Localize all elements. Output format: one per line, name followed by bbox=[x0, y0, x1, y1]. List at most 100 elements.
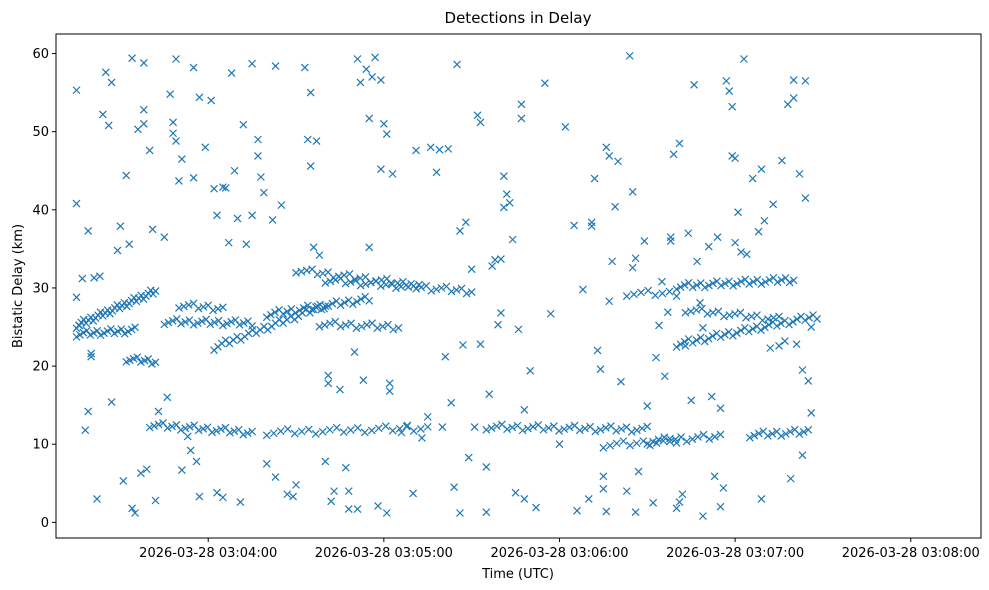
data-point bbox=[692, 336, 701, 345]
data-point bbox=[769, 200, 778, 209]
data-point bbox=[388, 426, 397, 435]
data-point bbox=[306, 162, 315, 170]
data-point bbox=[716, 333, 725, 342]
data-point bbox=[444, 144, 453, 153]
data-point bbox=[573, 506, 581, 515]
data-point bbox=[494, 320, 502, 329]
data-point bbox=[676, 340, 685, 349]
data-point bbox=[409, 427, 418, 435]
data-point bbox=[139, 119, 148, 128]
data-point bbox=[177, 319, 185, 328]
data-point bbox=[760, 323, 769, 332]
data-point bbox=[599, 443, 608, 452]
data-point bbox=[198, 317, 206, 326]
data-point bbox=[798, 451, 807, 460]
data-point bbox=[694, 432, 702, 441]
data-point bbox=[357, 322, 366, 331]
data-point bbox=[627, 428, 636, 436]
data-point bbox=[587, 222, 596, 231]
data-point bbox=[326, 319, 334, 328]
data-point bbox=[339, 428, 348, 437]
data-point bbox=[266, 310, 275, 319]
data-point bbox=[708, 332, 717, 340]
data-point bbox=[721, 279, 729, 288]
data-point bbox=[801, 76, 810, 85]
data-point bbox=[687, 396, 696, 405]
data-point bbox=[320, 321, 329, 329]
data-point bbox=[688, 338, 697, 347]
data-point bbox=[470, 423, 479, 431]
data-point bbox=[789, 76, 798, 85]
data-point bbox=[458, 341, 467, 349]
data-point bbox=[565, 423, 574, 432]
data-point bbox=[262, 431, 271, 440]
data-point bbox=[625, 51, 634, 60]
data-point bbox=[710, 472, 719, 481]
data-point bbox=[805, 313, 813, 322]
data-point bbox=[164, 318, 173, 327]
data-point bbox=[122, 171, 131, 180]
data-point bbox=[617, 377, 625, 386]
data-point bbox=[561, 123, 570, 131]
data-point bbox=[210, 318, 219, 327]
data-point bbox=[107, 398, 116, 406]
data-point bbox=[435, 145, 444, 154]
data-point bbox=[773, 278, 782, 287]
data-point bbox=[235, 320, 244, 329]
data-point bbox=[786, 427, 795, 436]
data-point bbox=[311, 429, 320, 438]
data-point bbox=[150, 422, 159, 430]
data-point bbox=[163, 393, 172, 402]
data-point bbox=[757, 280, 766, 289]
data-point bbox=[590, 174, 599, 183]
data-point bbox=[640, 237, 649, 245]
data-point bbox=[248, 427, 257, 436]
data-point bbox=[394, 324, 403, 332]
data-point bbox=[632, 439, 641, 448]
data-point bbox=[665, 437, 674, 446]
data-point bbox=[172, 137, 180, 145]
data-point bbox=[737, 248, 745, 256]
data-point bbox=[672, 292, 681, 301]
data-point bbox=[665, 287, 674, 296]
data-point bbox=[578, 285, 587, 294]
data-point bbox=[473, 111, 482, 120]
data-point bbox=[125, 240, 134, 249]
data-point bbox=[608, 257, 617, 266]
data-point bbox=[720, 330, 729, 339]
data-point bbox=[502, 190, 511, 199]
data-point bbox=[376, 282, 385, 291]
data-point bbox=[283, 425, 292, 434]
data-point bbox=[529, 422, 537, 431]
data-point bbox=[652, 353, 661, 362]
data-point bbox=[128, 54, 137, 63]
data-point bbox=[622, 292, 631, 301]
data-point bbox=[300, 63, 309, 72]
y-axis-ticks: 0 10 20 30 40 50 60 bbox=[32, 47, 56, 531]
data-point bbox=[217, 425, 225, 434]
data-point bbox=[629, 290, 638, 299]
data-point bbox=[453, 60, 461, 69]
x-axis-ticks: 2026-03-28 03:04:00 2026-03-28 03:05:00 20… bbox=[139, 538, 980, 561]
data-point bbox=[704, 242, 713, 251]
data-point bbox=[385, 379, 394, 388]
data-point bbox=[392, 284, 400, 293]
data-point bbox=[717, 281, 725, 290]
data-point bbox=[503, 425, 511, 434]
data-point bbox=[336, 385, 344, 394]
data-point bbox=[303, 135, 312, 144]
data-point bbox=[807, 409, 816, 417]
data-point bbox=[508, 235, 517, 244]
data-point bbox=[719, 484, 728, 492]
data-point bbox=[395, 424, 404, 433]
data-point bbox=[378, 322, 387, 331]
data-point bbox=[675, 139, 684, 148]
data-point bbox=[353, 505, 362, 514]
data-point bbox=[346, 426, 355, 434]
data-point bbox=[614, 157, 622, 166]
data-point bbox=[151, 496, 160, 505]
data-point bbox=[321, 279, 330, 287]
data-point bbox=[213, 488, 221, 497]
data-point bbox=[177, 466, 186, 474]
